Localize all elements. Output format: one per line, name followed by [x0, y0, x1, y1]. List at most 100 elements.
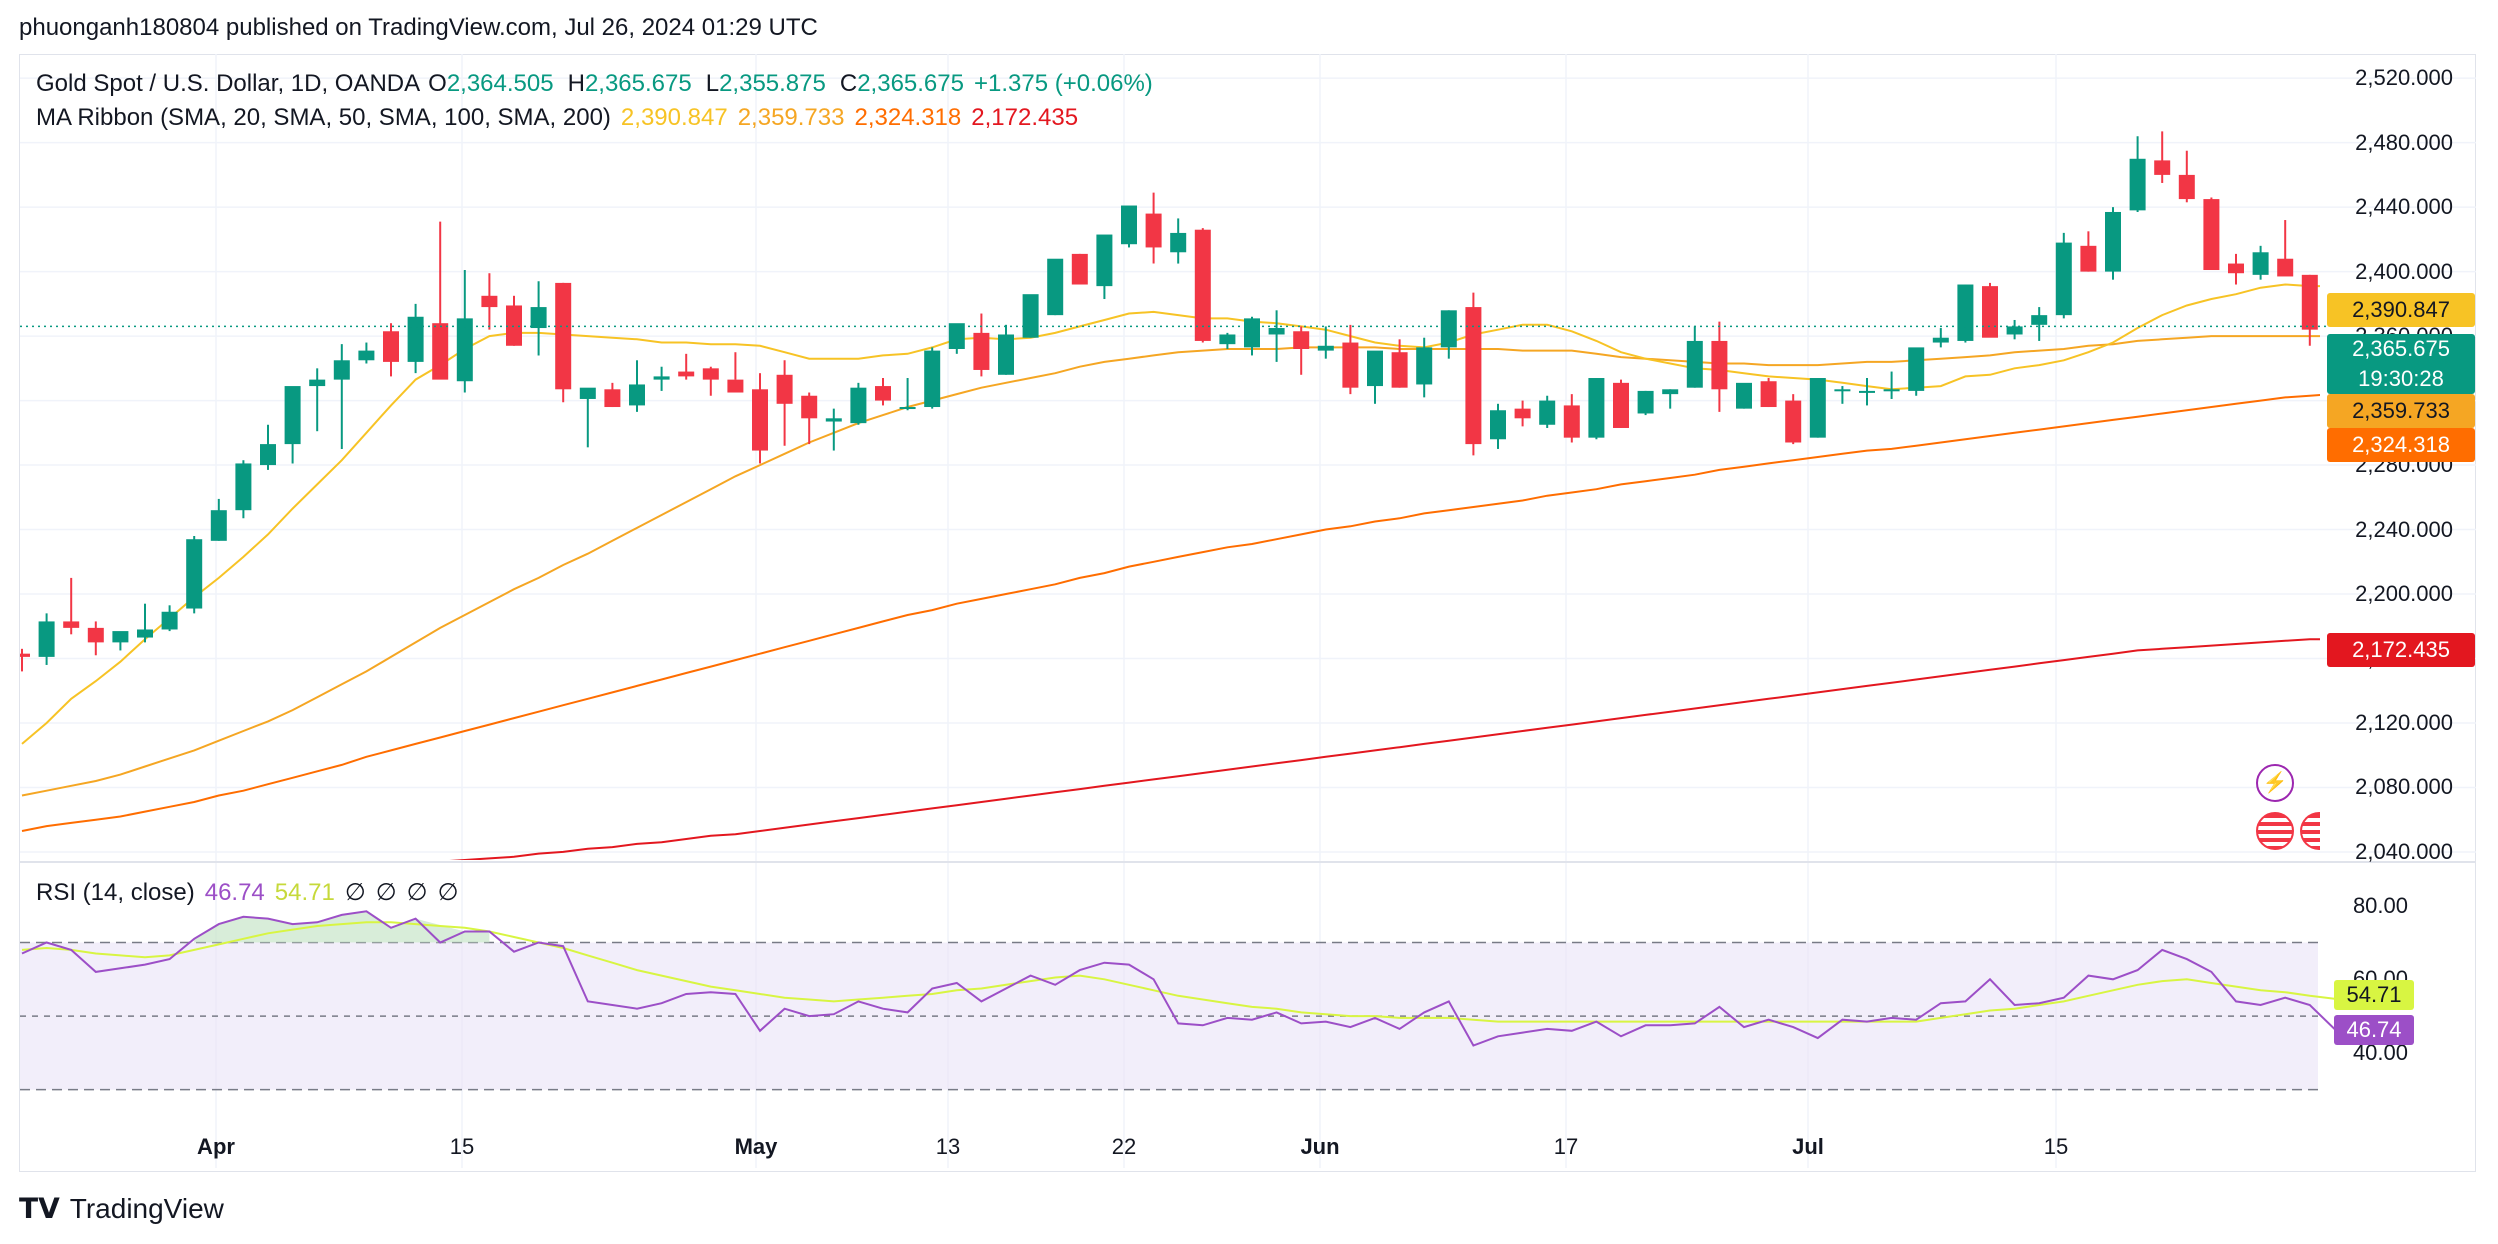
candle-body: [2228, 263, 2244, 274]
candle-body: [1047, 258, 1064, 316]
price-tick-label: 2,440.000: [2355, 194, 2453, 220]
candle-body: [727, 379, 744, 393]
candle-body: [333, 360, 350, 380]
candle-body: [1883, 389, 1900, 392]
candle-body: [38, 621, 55, 657]
price-tick-label: 2,480.000: [2355, 129, 2453, 155]
tradingview-logo-icon: 𝗧𝗩: [19, 1193, 60, 1224]
candle-body: [1268, 328, 1285, 335]
sma100-line: [21, 394, 2320, 832]
rsi-pane: [20, 910, 2360, 1091]
candle-body: [1760, 381, 1777, 408]
change-value: +1.375 (+0.06%): [973, 70, 1153, 97]
candle-body: [1317, 345, 1334, 351]
candle-body: [1613, 382, 1629, 428]
candle-body: [973, 332, 990, 370]
candle-body: [1170, 232, 1187, 253]
candle-body: [456, 318, 473, 382]
candle-body: [1662, 389, 1679, 395]
candle-body: [1145, 213, 1162, 248]
candle-body: [1219, 334, 1236, 345]
candle-body: [752, 389, 768, 451]
ma200-price-badge: 2,172.435: [2327, 633, 2475, 667]
price-tick-label: 2,240.000: [2355, 516, 2453, 542]
us-flag-event-icon[interactable]: [2256, 812, 2294, 850]
na-4: ∅: [437, 879, 459, 906]
date-tick-label: 17: [1553, 1134, 1579, 1159]
ma-legend: MA Ribbon (SMA, 20, SMA, 50, SMA, 100, S…: [36, 104, 1088, 132]
date-tick-label: May: [734, 1134, 778, 1159]
candle-body: [1785, 400, 1802, 443]
candle-body: [2006, 326, 2023, 335]
ma20-price-badge: 2,390.847: [2327, 293, 2475, 327]
candle-body: [1391, 352, 1408, 388]
candle-body: [2055, 242, 2072, 316]
candle-body: [506, 305, 522, 346]
rsi-value: 46.74: [204, 879, 265, 906]
candle-body: [1736, 382, 1752, 409]
candle-body: [629, 384, 645, 406]
lightning-icon[interactable]: ⚡: [2256, 764, 2294, 802]
rsi-band-fill: [20, 942, 2318, 1090]
candle-body: [2203, 199, 2220, 271]
candle-body: [653, 376, 670, 380]
candle-body: [1834, 389, 1851, 392]
candle-body: [1711, 340, 1728, 390]
high-value: 2,365.675: [584, 70, 692, 97]
low-value: 2,355.875: [719, 70, 826, 97]
candle-body: [924, 350, 941, 408]
candle-body: [309, 379, 326, 387]
candle-body: [1244, 318, 1260, 348]
candle-body: [2129, 158, 2146, 211]
price-tick-label: 2,520.000: [2355, 65, 2453, 91]
date-tick-label: Apr: [197, 1134, 235, 1159]
candle-body: [210, 510, 227, 541]
candle-body: [1957, 284, 1974, 341]
candle-body: [2178, 174, 2195, 200]
date-tick-label: 15: [2043, 1134, 2069, 1159]
candle-body: [1121, 205, 1137, 245]
candle-body: [1071, 253, 1088, 285]
candle-body: [1809, 378, 1826, 438]
last-price-value: 2,365.675: [2352, 336, 2450, 361]
rsi-title: RSI (14, close): [36, 879, 195, 906]
candle-body: [604, 389, 621, 408]
countdown-timer: 19:30:28: [2358, 366, 2444, 391]
candle-body: [1465, 307, 1482, 445]
chart-frame[interactable]: [19, 54, 2476, 1172]
ma50-price-badge: 2,359.733: [2327, 394, 2475, 428]
sma50-line: [21, 335, 2320, 797]
close-label: C: [839, 70, 858, 97]
footer-brand[interactable]: 𝗧𝗩 TradingView: [19, 1192, 224, 1225]
candle-body: [1982, 286, 1998, 338]
ma100-price-badge: 2,324.318: [2327, 428, 2475, 462]
ma50-value: 2,359.733: [737, 104, 845, 131]
candle-body: [1686, 340, 1703, 388]
candle-body: [20, 653, 30, 657]
candle-body: [801, 395, 818, 419]
close-value: 2,365.675: [857, 70, 964, 97]
candle-body: [1416, 347, 1433, 385]
candle-body: [825, 418, 842, 422]
candle-body: [1194, 229, 1211, 341]
candle-body: [1539, 400, 1556, 425]
grid: [20, 54, 2476, 1168]
candle-body: [112, 631, 129, 643]
candle-body: [2080, 245, 2097, 272]
rsi-ma-value: 54.71: [274, 879, 335, 906]
rsi-line: [21, 910, 2360, 1047]
candle-body: [2252, 252, 2269, 275]
candle-body: [530, 307, 547, 329]
rsi-ma-badge: 54.71: [2334, 980, 2414, 1010]
candle-body: [2031, 315, 2048, 325]
date-tick-label: 22: [1111, 1134, 1137, 1159]
brand-name: TradingView: [69, 1192, 224, 1224]
candle-body: [161, 611, 178, 630]
candle-body: [407, 316, 424, 362]
rsi-badge: 46.74: [2334, 1015, 2414, 1045]
rsi-legend: RSI (14, close) 46.74 54.71 ∅ ∅ ∅ ∅: [36, 878, 468, 907]
price-tick-label: 2,080.000: [2355, 774, 2453, 800]
candle-body: [1096, 234, 1113, 287]
candle-body: [2301, 274, 2318, 330]
